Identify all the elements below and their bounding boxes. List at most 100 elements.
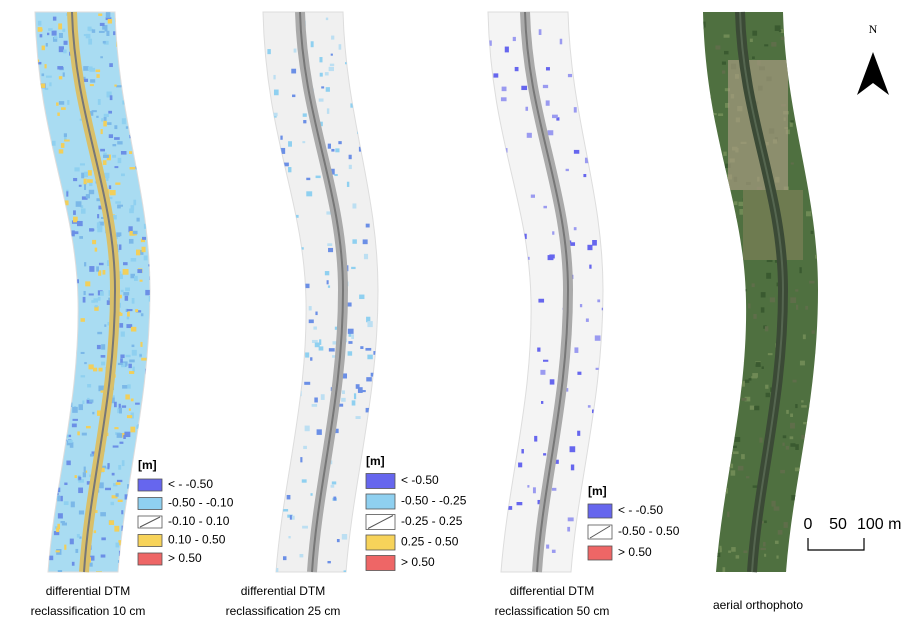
map-pixel bbox=[57, 229, 63, 233]
map-pixel bbox=[42, 447, 48, 451]
map-pixel bbox=[103, 121, 107, 127]
map-pixel bbox=[759, 438, 762, 443]
map-pixel bbox=[321, 394, 325, 400]
map-pixel bbox=[332, 481, 336, 484]
map-pixel bbox=[48, 221, 53, 224]
map-pixel bbox=[718, 369, 722, 373]
map-pixel bbox=[116, 85, 122, 87]
map-pixel bbox=[41, 84, 46, 88]
map-pixel bbox=[306, 191, 312, 196]
map-pixel bbox=[89, 228, 94, 231]
map-pixel bbox=[550, 379, 555, 384]
map-pixel bbox=[81, 352, 85, 354]
map-pixel bbox=[298, 355, 303, 358]
map-pixel bbox=[114, 166, 118, 168]
map-pixel bbox=[113, 31, 115, 35]
map-pixel bbox=[100, 149, 105, 152]
map-pixel bbox=[119, 323, 123, 328]
map-pixel bbox=[383, 161, 389, 167]
map-pixel bbox=[699, 316, 702, 318]
map-pixel bbox=[97, 222, 100, 228]
map-pixel bbox=[84, 467, 86, 472]
map-pixel bbox=[81, 208, 86, 213]
map-pixel bbox=[487, 291, 490, 294]
map-pixel bbox=[98, 99, 101, 105]
map-pixel bbox=[64, 41, 68, 45]
map-pixel bbox=[502, 148, 507, 153]
map-pixel bbox=[354, 74, 358, 80]
map-pixel bbox=[525, 107, 528, 111]
map-pixel bbox=[750, 39, 753, 42]
map-pixel bbox=[281, 278, 283, 283]
map-pixel bbox=[723, 567, 726, 572]
legend-label: < - -0.50 bbox=[618, 503, 663, 517]
map-pixel bbox=[540, 370, 545, 375]
map-pixel bbox=[134, 276, 138, 281]
map-pixel bbox=[525, 314, 530, 319]
map-pixel bbox=[149, 442, 151, 445]
map-pixel bbox=[136, 103, 141, 108]
map-pixel bbox=[154, 225, 158, 229]
map-pixel bbox=[493, 73, 498, 77]
map-pixel bbox=[140, 154, 145, 159]
map-pixel bbox=[728, 551, 731, 553]
map-pixel bbox=[803, 422, 809, 424]
map-pixel bbox=[110, 190, 116, 195]
map-pixel bbox=[359, 295, 364, 300]
map-pixel bbox=[316, 176, 321, 178]
map-pixel bbox=[31, 526, 37, 529]
map-pixel bbox=[95, 248, 98, 252]
map-pixel bbox=[132, 112, 136, 115]
map-pixel bbox=[72, 230, 75, 236]
map-pixel bbox=[150, 191, 154, 197]
map-pixel bbox=[741, 360, 744, 363]
map-pixel bbox=[112, 144, 116, 146]
map-pixel bbox=[37, 428, 39, 431]
map-pixel bbox=[811, 137, 815, 139]
map-pixel bbox=[59, 33, 63, 38]
legend-swatch bbox=[138, 553, 162, 565]
scale-label: 0 bbox=[804, 516, 813, 533]
panel-caption: reclassification 50 cm bbox=[495, 604, 610, 618]
map-pixel bbox=[724, 34, 730, 37]
map-pixel bbox=[801, 32, 805, 35]
map-pixel bbox=[63, 435, 68, 438]
map-pixel bbox=[42, 282, 44, 286]
map-pixel bbox=[702, 67, 704, 69]
map-pixel bbox=[118, 560, 123, 563]
map-pixel bbox=[494, 373, 500, 377]
map-pixel bbox=[718, 113, 723, 116]
map-pixel bbox=[116, 234, 120, 237]
map-pixel bbox=[44, 462, 49, 467]
map-pixel bbox=[67, 100, 69, 105]
map-pixel bbox=[123, 269, 129, 275]
map-pixel bbox=[378, 346, 380, 350]
map-pixel bbox=[83, 297, 86, 303]
map-pixel bbox=[351, 334, 354, 339]
map-pixel bbox=[819, 164, 822, 168]
map-pixel bbox=[129, 371, 134, 374]
legend-swatch bbox=[366, 494, 395, 509]
map-pixel bbox=[30, 465, 35, 469]
legend-label: -0.10 - 0.10 bbox=[168, 514, 230, 528]
map-pixel bbox=[78, 477, 81, 480]
map-pixel bbox=[122, 118, 126, 124]
map-pixel bbox=[72, 562, 75, 566]
map-pixel bbox=[707, 307, 710, 312]
map-pixel bbox=[132, 345, 135, 347]
map-pixel bbox=[43, 321, 48, 325]
map-pixel bbox=[367, 36, 371, 41]
map-pixel bbox=[92, 110, 97, 112]
map-pixel bbox=[331, 36, 334, 40]
map-pixel bbox=[790, 423, 795, 429]
map-pixel bbox=[52, 31, 57, 36]
map-pixel bbox=[75, 549, 78, 553]
map-pixel bbox=[106, 12, 111, 18]
map-pixel bbox=[376, 377, 380, 379]
map-pixel bbox=[80, 163, 85, 165]
map-pixel bbox=[819, 272, 822, 277]
map-pixel bbox=[56, 203, 61, 205]
map-pixel bbox=[548, 255, 554, 260]
map-pixel bbox=[790, 122, 793, 127]
map-pixel bbox=[793, 380, 797, 383]
